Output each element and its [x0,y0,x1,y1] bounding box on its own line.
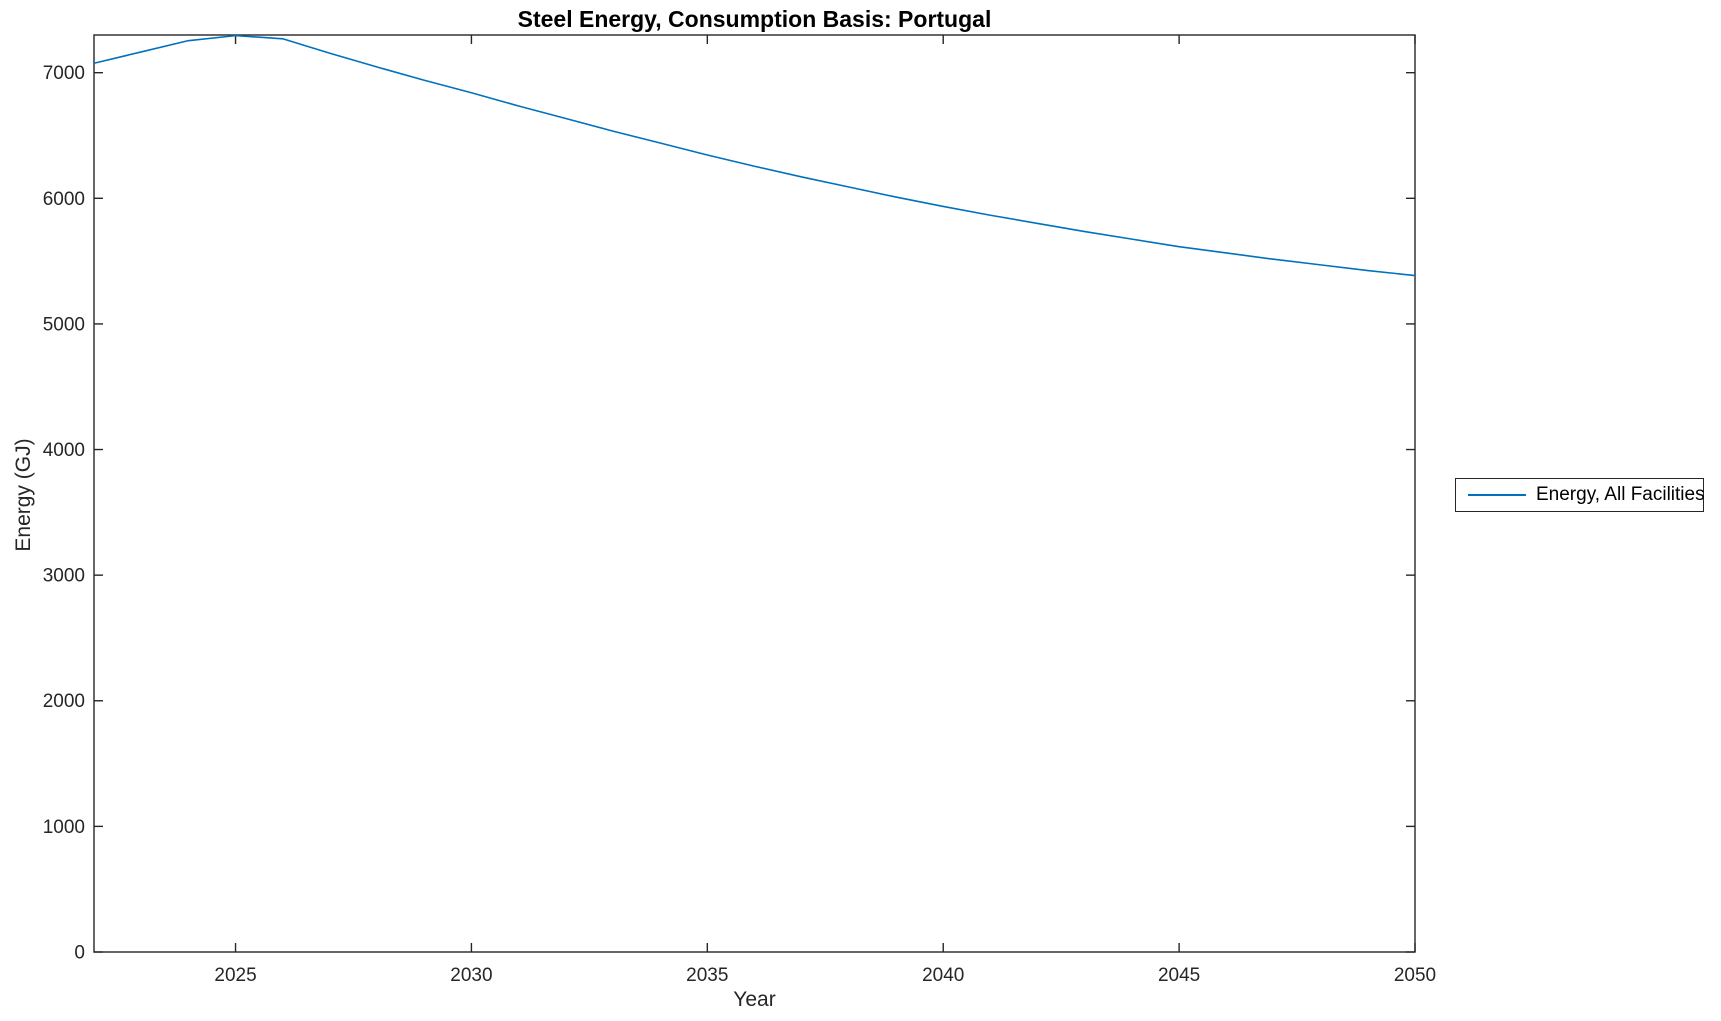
series-line [93,34,1416,277]
chart-title: Steel Energy, Consumption Basis: Portuga… [517,6,992,32]
y-tick-label: 1000 [43,817,85,838]
axes-box [93,34,1416,953]
y-tick-label: 0 [74,942,85,963]
x-tick-label: 2050 [1394,965,1436,986]
x-tick-label: 2025 [214,965,256,986]
legend-entry-label: Energy, All Facilities [1536,484,1705,505]
y-tick-label: 2000 [43,691,85,712]
legend-line-sample [1468,494,1526,496]
y-tick-label: 7000 [43,63,85,84]
x-axis-label: Year [733,988,776,1011]
y-axis-label: Energy (GJ) [12,438,35,552]
y-tick-label: 3000 [43,566,85,587]
y-tick-label: 6000 [43,189,85,210]
x-tick-label: 2040 [922,965,964,986]
x-tick-label: 2030 [450,965,492,986]
x-tick-label: 2045 [1158,965,1200,986]
legend: Energy, All Facilities [1455,478,1705,512]
y-tick-label: 5000 [43,314,85,335]
y-tick-label: 4000 [43,440,85,461]
x-tick-label: 2035 [686,965,728,986]
